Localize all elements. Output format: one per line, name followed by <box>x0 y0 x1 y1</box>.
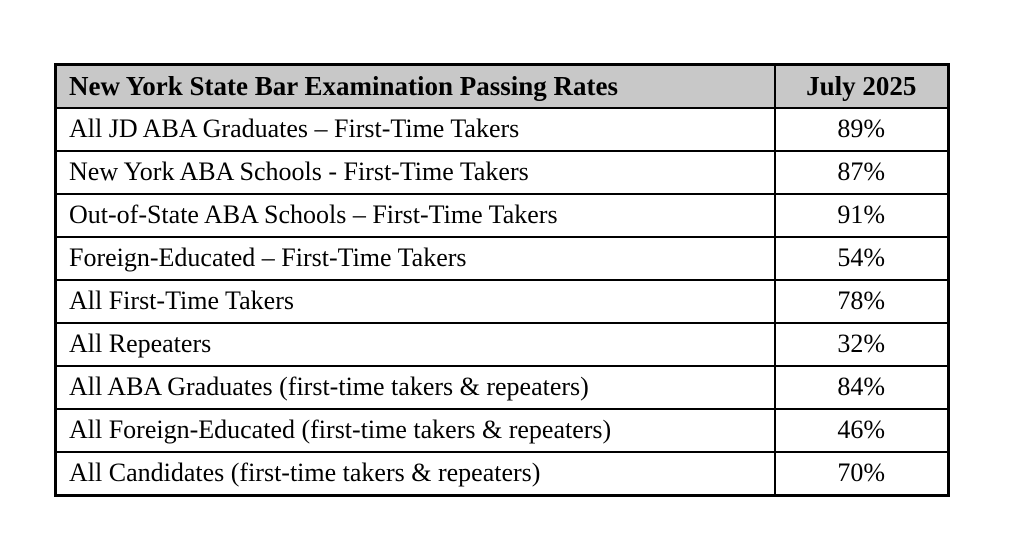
rate-cell: 32% <box>773 322 950 367</box>
table-row: All Repeaters 32% <box>54 322 950 367</box>
category-cell: All Foreign-Educated (first-time takers … <box>54 408 776 453</box>
table-row: All First-Time Takers 78% <box>54 279 950 324</box>
rate-cell: 46% <box>773 408 950 453</box>
table-row: Foreign-Educated – First-Time Takers 54% <box>54 236 950 281</box>
category-cell: All Repeaters <box>54 322 776 367</box>
table-header-row: New York State Bar Examination Passing R… <box>54 63 950 109</box>
rate-cell: 54% <box>773 236 950 281</box>
category-cell: Foreign-Educated – First-Time Takers <box>54 236 776 281</box>
table-row: Out-of-State ABA Schools – First-Time Ta… <box>54 193 950 238</box>
rate-cell: 84% <box>773 365 950 410</box>
rate-cell: 70% <box>773 451 950 497</box>
period-header-cell: July 2025 <box>773 63 950 109</box>
table-row: New York ABA Schools - First-Time Takers… <box>54 150 950 195</box>
category-cell: All First-Time Takers <box>54 279 776 324</box>
category-cell: New York ABA Schools - First-Time Takers <box>54 150 776 195</box>
table-row: All ABA Graduates (first-time takers & r… <box>54 365 950 410</box>
rate-cell: 78% <box>773 279 950 324</box>
category-cell: All Candidates (first-time takers & repe… <box>54 451 776 497</box>
table-title-cell: New York State Bar Examination Passing R… <box>54 63 776 109</box>
rate-cell: 91% <box>773 193 950 238</box>
rate-cell: 89% <box>773 107 950 152</box>
table-row: All Candidates (first-time takers & repe… <box>54 451 950 497</box>
category-cell: Out-of-State ABA Schools – First-Time Ta… <box>54 193 776 238</box>
passing-rates-table: New York State Bar Examination Passing R… <box>54 63 950 497</box>
rate-cell: 87% <box>773 150 950 195</box>
table-row: All Foreign-Educated (first-time takers … <box>54 408 950 453</box>
category-cell: All JD ABA Graduates – First-Time Takers <box>54 107 776 152</box>
table-row: All JD ABA Graduates – First-Time Takers… <box>54 107 950 152</box>
category-cell: All ABA Graduates (first-time takers & r… <box>54 365 776 410</box>
